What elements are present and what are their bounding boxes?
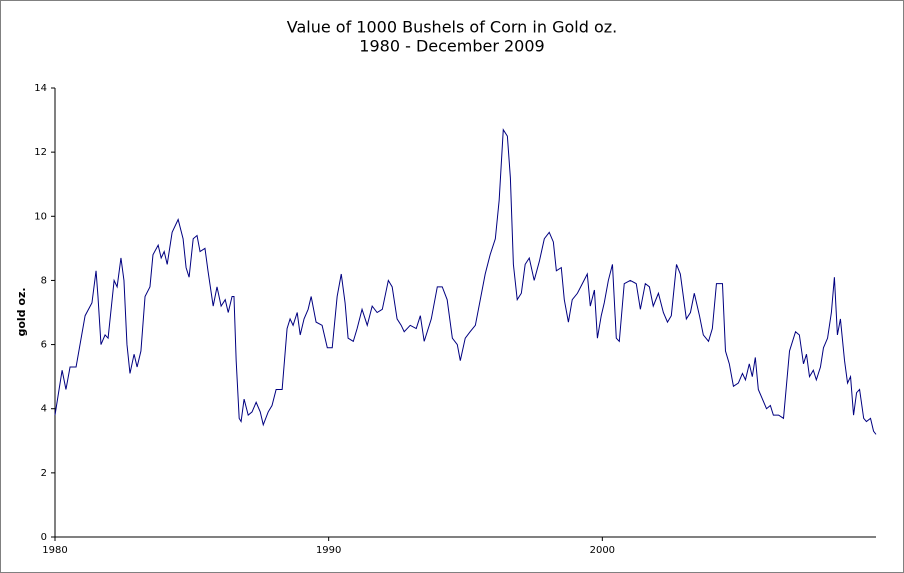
y-tick-label: 6	[41, 340, 47, 351]
data-line	[54, 128, 877, 435]
x-tick-label: 2000	[590, 545, 615, 556]
y-tick-label: 4	[41, 404, 47, 415]
y-tick-label: 2	[41, 468, 47, 479]
y-axis-label: gold oz.	[15, 287, 28, 336]
y-tick-label: 0	[41, 532, 47, 543]
y-tick-label: 8	[41, 275, 47, 286]
x-tick-label: 1980	[42, 545, 67, 556]
y-tick-label: 14	[34, 83, 47, 94]
x-tick-label: 1990	[316, 545, 341, 556]
chart-subtitle: 1980 - December 2009	[359, 37, 544, 56]
y-tick-label: 12	[34, 147, 47, 158]
y-tick-label: 10	[34, 211, 47, 222]
chart-title: Value of 1000 Bushels of Corn in Gold oz…	[287, 18, 617, 37]
